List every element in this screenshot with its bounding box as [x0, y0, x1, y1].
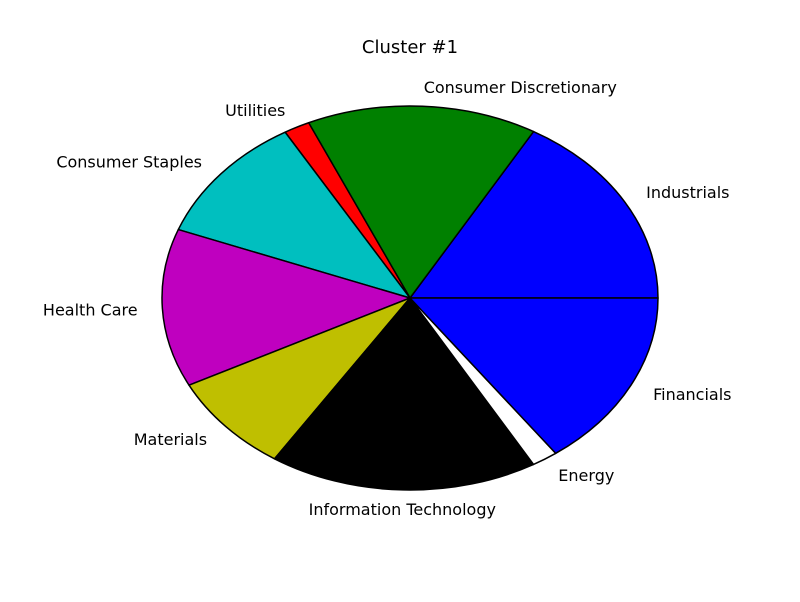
pie-label-health-care: Health Care	[43, 300, 138, 319]
pie-slice-information-technology	[273, 297, 535, 491]
pie-label-consumer-staples: Consumer Staples	[56, 152, 202, 171]
pie-label-financials: Financials	[653, 385, 731, 404]
pie-slice-industrials	[409, 130, 659, 299]
chart-title: Cluster #1	[362, 37, 458, 58]
pie-label-energy: Energy	[558, 466, 614, 485]
pie-label-materials: Materials	[134, 430, 207, 449]
pie-label-information-technology: Information Technology	[309, 500, 496, 519]
pie-slice-consumer-staples	[177, 131, 411, 299]
pie-label-industrials: Industrials	[646, 183, 729, 202]
pie-label-consumer-discretionary: Consumer Discretionary	[424, 78, 617, 97]
pie-slice-consumer-discretionary	[307, 105, 535, 299]
pie-slice-health-care	[161, 228, 411, 386]
pie-labels: Industrials Consumer Discretionary Utiliti…	[43, 78, 732, 519]
pie-slice-financials	[409, 297, 659, 455]
pie-label-utilities: Utilities	[225, 101, 285, 120]
pie-slices	[161, 105, 659, 491]
pie-slice-materials	[188, 297, 411, 460]
